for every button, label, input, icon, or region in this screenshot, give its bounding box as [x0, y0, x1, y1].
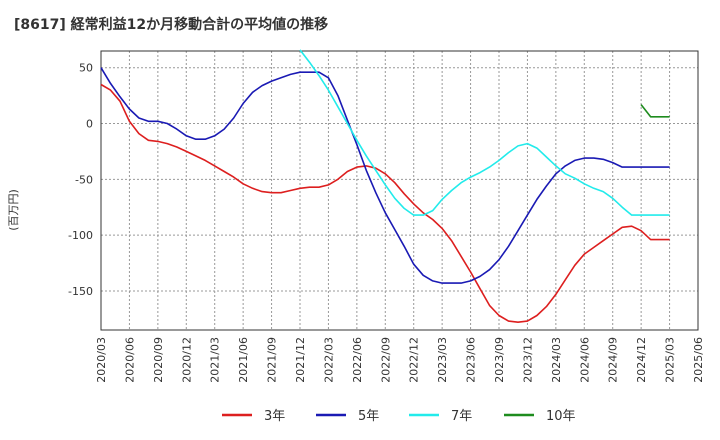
x-tick-label: 2020/06 [123, 337, 136, 383]
x-tick-label: 2020/03 [95, 337, 108, 383]
x-tick-label: 2023/12 [521, 337, 534, 383]
x-tick-label: 2023/03 [436, 337, 449, 383]
x-tick-label: 2024/12 [635, 337, 648, 383]
x-tick-label: 2024/06 [578, 337, 591, 383]
grid-lines [100, 51, 699, 330]
y-tick-label: -100 [68, 229, 93, 242]
y-tick-label: 50 [79, 62, 93, 75]
x-tick-label: 2021/12 [294, 337, 307, 383]
axes: 50 0 -50 -100 -150 2020/03 2020/06 2020/09 2020/… [68, 50, 705, 383]
legend-label: 10年 [546, 409, 576, 424]
x-tick-label: 2025/06 [692, 337, 705, 383]
x-tick-label: 2020/09 [152, 337, 165, 383]
x-tick-label: 2022/06 [351, 337, 364, 383]
x-tick-label: 2024/03 [550, 337, 563, 383]
legend: 3年 5年 7年 10年 [222, 409, 576, 424]
x-tick-label: 2021/06 [237, 337, 250, 383]
x-tick-label: 2020/12 [180, 337, 193, 383]
series-line-1 [100, 83, 670, 324]
x-tick-label: 2021/03 [209, 337, 222, 383]
series-line-3 [299, 49, 670, 216]
x-tick-label: 2023/09 [493, 337, 506, 383]
series-line-2 [100, 67, 670, 284]
x-tick-label: 2022/12 [408, 337, 421, 383]
legend-label: 7年 [451, 409, 472, 424]
x-tick-label: 2024/09 [607, 337, 620, 383]
x-tick-label: 2022/09 [379, 337, 392, 383]
legend-label: 3年 [264, 409, 285, 424]
x-tick-label: 2025/03 [664, 337, 677, 383]
x-tick-label: 2023/06 [465, 337, 478, 383]
y-tick-label: -50 [75, 173, 93, 186]
y-tick-label: 0 [86, 118, 93, 131]
x-tick-label: 2022/03 [322, 337, 335, 383]
chart-title: [8617] 経常利益12か月移動合計の平均値の推移 [14, 17, 329, 33]
x-tick-label: 2021/09 [266, 337, 279, 383]
series-line-4 [640, 104, 670, 118]
series-layer [100, 49, 670, 324]
y-tick-label: -150 [68, 285, 93, 298]
legend-label: 5年 [358, 409, 379, 424]
plot-frame [100, 50, 699, 331]
y-axis-label: (百万円) [7, 189, 20, 231]
